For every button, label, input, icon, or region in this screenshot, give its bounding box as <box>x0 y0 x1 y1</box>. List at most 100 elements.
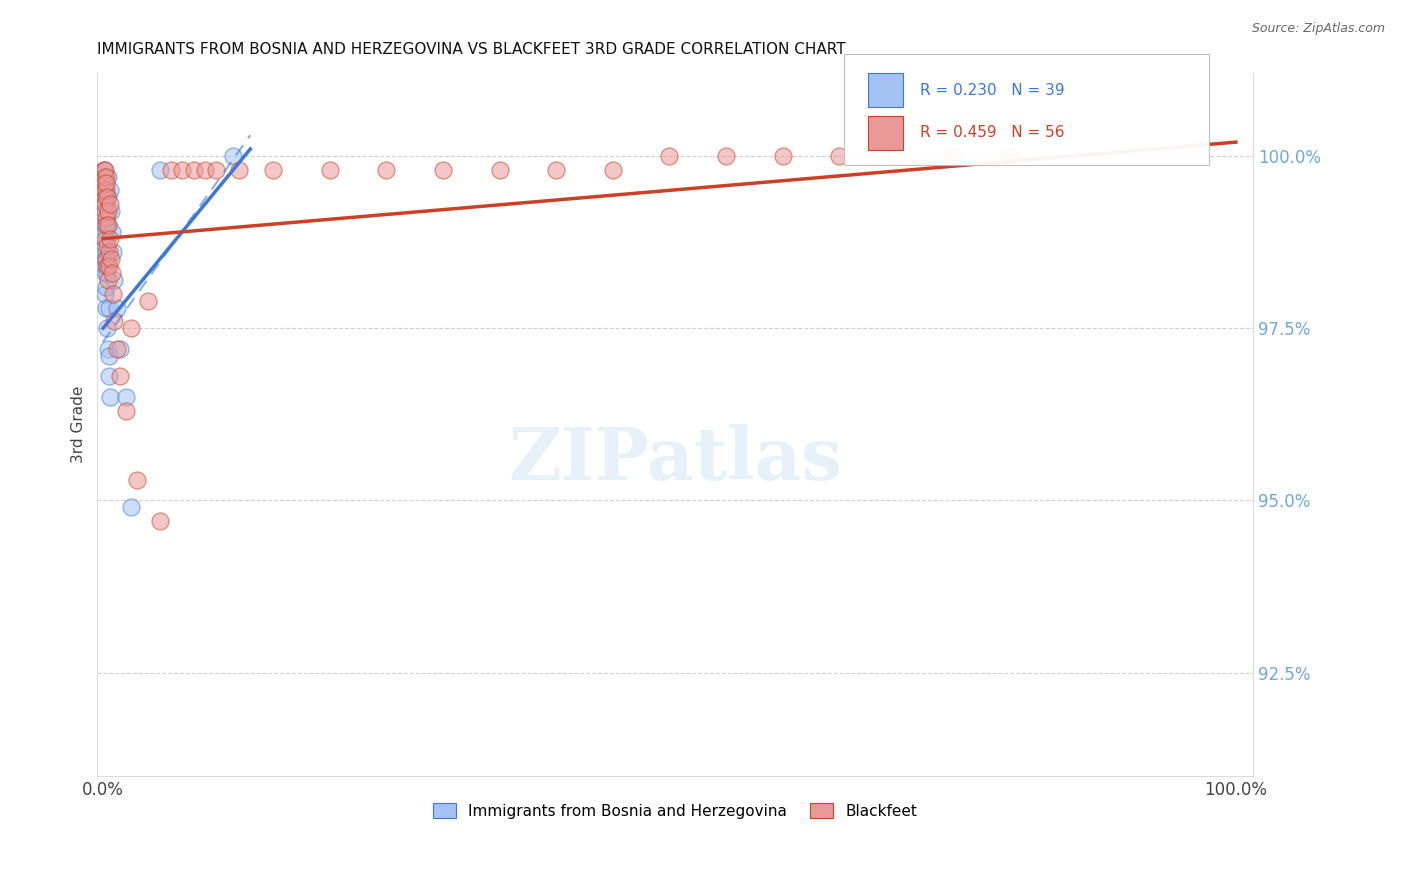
Point <box>96 204 118 219</box>
Text: R = 0.230   N = 39: R = 0.230 N = 39 <box>920 83 1064 97</box>
Point <box>546 162 568 177</box>
Point <box>98 197 121 211</box>
Point <box>205 162 228 177</box>
Point <box>96 259 118 273</box>
Point <box>488 162 510 177</box>
Point <box>93 162 115 177</box>
Point <box>98 259 121 273</box>
Point <box>93 238 115 252</box>
Point <box>120 500 142 515</box>
Point <box>94 231 117 245</box>
Y-axis label: 3rd Grade: 3rd Grade <box>72 386 86 463</box>
Point <box>108 342 131 356</box>
Point <box>97 218 120 232</box>
Point <box>183 162 205 177</box>
Point <box>94 204 117 219</box>
Point <box>97 301 120 315</box>
Point <box>96 342 118 356</box>
Point <box>658 149 681 163</box>
Point <box>96 273 118 287</box>
Point <box>93 190 115 204</box>
Point <box>94 211 117 225</box>
Legend: Immigrants from Bosnia and Herzegovina, Blackfeet: Immigrants from Bosnia and Herzegovina, … <box>427 797 924 825</box>
Point <box>149 162 172 177</box>
Point <box>94 197 117 211</box>
Point <box>114 390 136 404</box>
Point <box>93 177 115 191</box>
Point <box>318 162 340 177</box>
Point <box>100 183 122 197</box>
Point <box>96 169 118 184</box>
Point <box>375 162 398 177</box>
Point <box>125 473 148 487</box>
Point <box>101 266 124 280</box>
Point <box>884 149 907 163</box>
Point <box>93 183 115 197</box>
Point <box>98 390 121 404</box>
Point <box>100 204 122 219</box>
Text: ZIPatlas: ZIPatlas <box>508 425 842 495</box>
Point <box>103 245 125 260</box>
Point <box>228 162 250 177</box>
Point <box>120 321 142 335</box>
Point <box>942 149 965 163</box>
Point <box>103 286 125 301</box>
Point <box>105 342 128 356</box>
Point <box>100 252 122 267</box>
Point <box>136 293 159 308</box>
Point <box>602 162 624 177</box>
Point <box>94 252 117 267</box>
Point <box>114 404 136 418</box>
Text: Source: ZipAtlas.com: Source: ZipAtlas.com <box>1251 22 1385 36</box>
Point <box>94 245 117 260</box>
Point <box>222 149 245 163</box>
Point <box>94 183 117 197</box>
Point <box>94 252 117 267</box>
Point <box>94 266 117 280</box>
Point <box>96 204 118 219</box>
Point <box>149 514 172 528</box>
Point <box>432 162 454 177</box>
Point <box>828 149 851 163</box>
Point <box>998 149 1021 163</box>
Point <box>96 259 118 273</box>
Point <box>93 162 115 177</box>
Point <box>262 162 284 177</box>
Point <box>97 245 120 260</box>
Point <box>94 211 117 225</box>
Point <box>96 177 118 191</box>
Point <box>172 162 194 177</box>
Text: IMMIGRANTS FROM BOSNIA AND HERZEGOVINA VS BLACKFEET 3RD GRADE CORRELATION CHART: IMMIGRANTS FROM BOSNIA AND HERZEGOVINA V… <box>97 42 846 57</box>
Point <box>105 301 128 315</box>
Point <box>97 218 120 232</box>
Text: R = 0.459   N = 56: R = 0.459 N = 56 <box>920 126 1064 140</box>
Point <box>93 162 115 177</box>
Point <box>96 301 118 315</box>
Point <box>94 225 117 239</box>
Point <box>93 197 115 211</box>
Point <box>93 169 115 184</box>
Point <box>96 190 118 204</box>
Point <box>96 238 118 252</box>
Point <box>97 349 120 363</box>
Point <box>93 169 115 184</box>
Point <box>714 149 737 163</box>
Point <box>97 252 120 267</box>
Point <box>96 266 118 280</box>
Point <box>194 162 217 177</box>
Point <box>93 183 115 197</box>
Point <box>97 190 120 204</box>
Point <box>96 280 118 294</box>
Point <box>96 231 118 245</box>
Point <box>96 321 118 335</box>
Point <box>94 286 117 301</box>
Point <box>103 273 125 287</box>
Point <box>98 369 121 384</box>
Point <box>100 231 122 245</box>
Point <box>93 218 115 232</box>
Point <box>96 169 118 184</box>
Point <box>103 314 125 328</box>
Point <box>101 225 124 239</box>
Point <box>96 218 118 232</box>
Point <box>108 369 131 384</box>
